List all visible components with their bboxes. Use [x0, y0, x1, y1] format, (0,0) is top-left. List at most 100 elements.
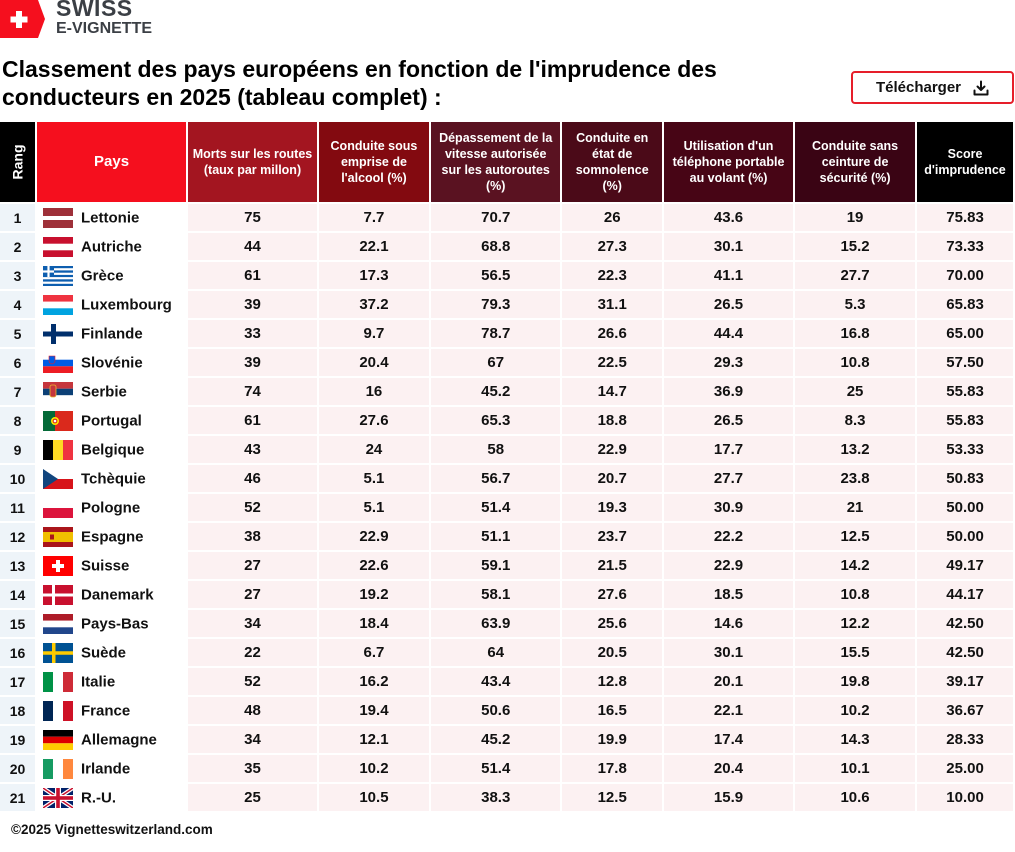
alcohol-cell: 19.2 — [318, 581, 430, 608]
alcohol-cell: 22.6 — [318, 552, 430, 579]
country-name: Tchèquie — [81, 470, 146, 487]
phone-cell: 30.1 — [664, 639, 794, 666]
score-cell: 53.33 — [917, 436, 1013, 463]
phone-cell: 15.9 — [664, 784, 794, 811]
country-name: Irlande — [81, 760, 131, 777]
seatbelt-cell: 10.8 — [795, 581, 916, 608]
country-name: Autriche — [81, 238, 142, 255]
phone-cell: 22.1 — [664, 697, 794, 724]
speeding-cell: 45.2 — [431, 726, 561, 753]
speeding-cell: 59.1 — [431, 552, 561, 579]
phone-cell: 22.2 — [664, 523, 794, 550]
alcohol-cell: 16.2 — [318, 668, 430, 695]
germany-flag-icon — [43, 729, 73, 750]
speeding-cell: 43.4 — [431, 668, 561, 695]
speeding-cell: 68.8 — [431, 233, 561, 260]
alcohol-cell: 18.4 — [318, 610, 430, 637]
country-cell: Pologne — [37, 494, 187, 521]
phone-cell: 41.1 — [664, 262, 794, 289]
speeding-cell: 38.3 — [431, 784, 561, 811]
drowsy-cell: 21.5 — [562, 552, 663, 579]
country-name: France — [81, 702, 131, 719]
score-cell: 55.83 — [917, 378, 1013, 405]
seatbelt-cell: 12.2 — [795, 610, 916, 637]
speeding-cell: 79.3 — [431, 291, 561, 318]
country-cell: Finlande — [37, 320, 187, 347]
deaths-cell: 27 — [188, 552, 317, 579]
drowsy-cell: 17.8 — [562, 755, 663, 782]
country-cell: Portugal — [37, 407, 187, 434]
speeding-cell: 70.7 — [431, 204, 561, 231]
rank-cell: 3 — [0, 262, 35, 289]
speeding-cell: 51.1 — [431, 523, 561, 550]
rank-cell: 1 — [0, 204, 35, 231]
phone-cell: 26.5 — [664, 407, 794, 434]
country-cell: Serbie — [37, 378, 187, 405]
czechia-flag-icon — [43, 468, 73, 489]
download-icon — [973, 80, 989, 95]
speeding-cell: 65.3 — [431, 407, 561, 434]
phone-cell: 29.3 — [664, 349, 794, 376]
drowsy-cell: 19.9 — [562, 726, 663, 753]
score-cell: 25.00 — [917, 755, 1013, 782]
drowsy-cell: 22.3 — [562, 262, 663, 289]
country-cell: Belgique — [37, 436, 187, 463]
phone-cell: 22.9 — [664, 552, 794, 579]
phone-cell: 30.9 — [664, 494, 794, 521]
latvia-flag-icon — [43, 207, 73, 228]
country-cell: Lettonie — [37, 204, 187, 231]
deaths-cell: 61 — [188, 262, 317, 289]
phone-cell: 36.9 — [664, 378, 794, 405]
finland-flag-icon — [43, 323, 73, 344]
country-name: Suisse — [81, 557, 130, 574]
portugal-flag-icon — [43, 410, 73, 431]
deaths-cell: 27 — [188, 581, 317, 608]
serbia-flag-icon — [43, 381, 73, 402]
table-row: 2 Autriche 44 22.1 68.8 27.3 30.1 15.2 73.33 — [0, 233, 1013, 260]
speeding-cell: 63.9 — [431, 610, 561, 637]
score-cell: 44.17 — [917, 581, 1013, 608]
luxembourg-flag-icon — [43, 294, 73, 315]
alcohol-cell: 10.2 — [318, 755, 430, 782]
deaths-cell: 34 — [188, 610, 317, 637]
deaths-cell: 43 — [188, 436, 317, 463]
seatbelt-cell: 23.8 — [795, 465, 916, 492]
phone-cell: 20.1 — [664, 668, 794, 695]
seatbelt-cell: 10.8 — [795, 349, 916, 376]
table-row: 6 Slovénie 39 20.4 67 22.5 29.3 10.8 57.50 — [0, 349, 1013, 376]
uk-flag-icon — [43, 787, 73, 808]
ranking-table: Rang Pays Morts sur les routes (taux par… — [0, 120, 1015, 813]
speeding-cell: 51.4 — [431, 494, 561, 521]
seatbelt-cell: 19 — [795, 204, 916, 231]
download-button[interactable]: Télécharger — [851, 71, 1014, 104]
table-row: 3 Grèce 61 17.3 56.5 22.3 41.1 27.7 70.00 — [0, 262, 1013, 289]
country-name: Luxembourg — [81, 296, 172, 313]
header-alcohol: Conduite sous emprise de l'alcool (%) — [318, 122, 430, 202]
brand-logo: SWISS E-VIGNETTE — [0, 0, 152, 40]
deaths-cell: 52 — [188, 494, 317, 521]
rank-cell: 2 — [0, 233, 35, 260]
deaths-cell: 52 — [188, 668, 317, 695]
switzerland-flag-icon — [43, 555, 73, 576]
rank-cell: 6 — [0, 349, 35, 376]
deaths-cell: 22 — [188, 639, 317, 666]
rank-cell: 5 — [0, 320, 35, 347]
speeding-cell: 51.4 — [431, 755, 561, 782]
denmark-flag-icon — [43, 584, 73, 605]
rank-cell: 19 — [0, 726, 35, 753]
score-cell: 39.17 — [917, 668, 1013, 695]
country-cell: Italie — [37, 668, 187, 695]
drowsy-cell: 25.6 — [562, 610, 663, 637]
table-row: 19 Allemagne 34 12.1 45.2 19.9 17.4 14.3 28.33 — [0, 726, 1013, 753]
score-cell: 49.17 — [917, 552, 1013, 579]
phone-cell: 14.6 — [664, 610, 794, 637]
drowsy-cell: 20.7 — [562, 465, 663, 492]
alcohol-cell: 16 — [318, 378, 430, 405]
speeding-cell: 56.7 — [431, 465, 561, 492]
score-cell: 55.83 — [917, 407, 1013, 434]
score-cell: 42.50 — [917, 610, 1013, 637]
rank-cell: 21 — [0, 784, 35, 811]
drowsy-cell: 23.7 — [562, 523, 663, 550]
alcohol-cell: 12.1 — [318, 726, 430, 753]
drowsy-cell: 14.7 — [562, 378, 663, 405]
